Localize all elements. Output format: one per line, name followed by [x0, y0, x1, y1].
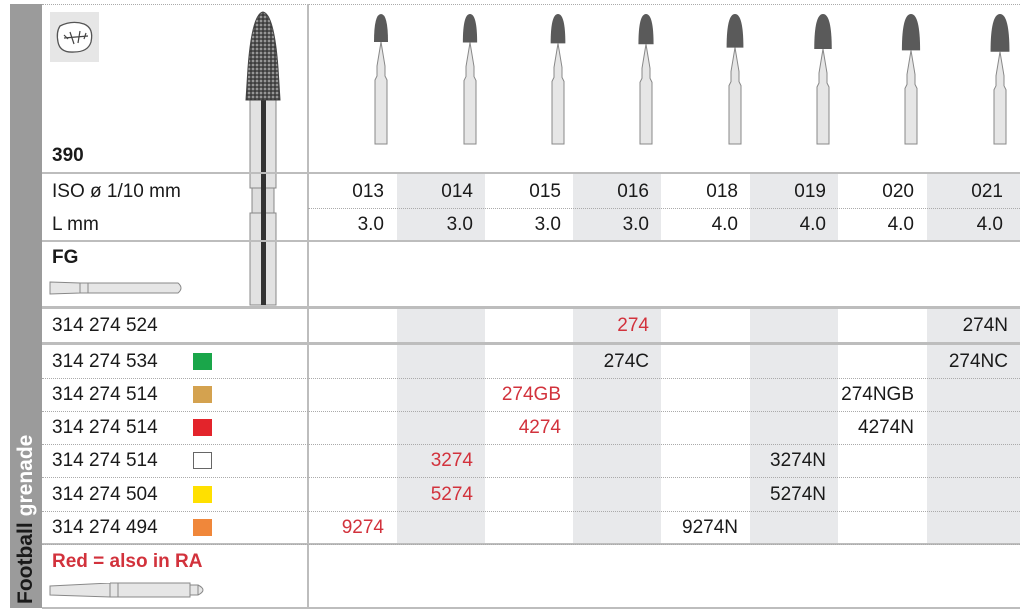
bur-image: [462, 14, 478, 145]
tooth-occlusal-icon: [50, 12, 99, 62]
column-shade: [750, 309, 838, 543]
rule-dotted: [308, 208, 1020, 209]
column-shade: [397, 309, 485, 543]
grit-color-swatch: [193, 486, 212, 503]
bur-large-image: [245, 11, 281, 306]
rule-dotted: [42, 511, 1020, 512]
product-code: 274GB: [501, 384, 561, 405]
rule: [42, 172, 1020, 174]
grit-color-swatch: [193, 353, 212, 370]
product-code: 4274: [518, 417, 561, 438]
product-code: 3274N: [770, 450, 826, 471]
rule-dotted: [42, 378, 1020, 379]
rule-dotted: [42, 544, 1020, 545]
rule-dotted: [42, 411, 1020, 412]
product-code: 4274N: [858, 417, 914, 438]
rule: [42, 306, 1020, 309]
product-code: 9274N: [682, 517, 738, 538]
bur-image: [374, 14, 388, 145]
category-secondary: grenade: [14, 434, 37, 517]
category-label: Football grenade: [10, 408, 42, 608]
bur-image: [550, 14, 566, 145]
bur-image: [814, 14, 832, 145]
length-value: 3.0: [534, 214, 561, 235]
bur-image: [901, 14, 921, 145]
iso-size: 018: [706, 181, 738, 202]
column-shade: [927, 174, 1020, 240]
length-value: 4.0: [887, 214, 914, 235]
top-border: [42, 4, 1020, 5]
model-number: 390: [52, 145, 84, 166]
length-value: 4.0: [711, 214, 738, 235]
column-shade: [397, 174, 485, 240]
column-shade: [573, 309, 661, 543]
iso-size: 021: [971, 181, 1003, 202]
rule: [42, 342, 1020, 345]
red-note: Red = also in RA: [52, 551, 203, 572]
length-value: 4.0: [976, 214, 1003, 235]
length-label: L mm: [52, 214, 99, 235]
category-primary: Football: [14, 522, 37, 604]
fg-shank-icon: [49, 281, 182, 295]
grit-color-swatch: [193, 419, 212, 436]
length-value: 3.0: [446, 214, 473, 235]
grit-color-swatch: [193, 386, 212, 403]
reference-number: 314 274 504: [52, 484, 158, 505]
grit-color-swatch: [193, 452, 212, 469]
rule: [42, 607, 1020, 609]
iso-size: 015: [529, 181, 561, 202]
rule-dotted: [42, 444, 1020, 445]
reference-number: 314 274 524: [52, 315, 158, 336]
product-code: 274NGB: [841, 384, 914, 405]
iso-size: 019: [794, 181, 826, 202]
iso-size: 013: [352, 181, 384, 202]
product-code: 274C: [603, 351, 649, 372]
iso-label: ISO ø 1/10 mm: [52, 181, 181, 202]
product-code: 5274: [430, 484, 473, 505]
iso-size: 016: [617, 181, 649, 202]
reference-number: 314 274 534: [52, 351, 158, 372]
length-value: 3.0: [622, 214, 649, 235]
rule-dotted: [42, 477, 1020, 478]
product-code: 9274: [341, 517, 384, 538]
reference-number: 314 274 514: [52, 384, 158, 405]
product-code: 274: [617, 315, 649, 336]
iso-size: 020: [882, 181, 914, 202]
product-code: 274N: [962, 315, 1008, 336]
bur-image: [638, 14, 654, 145]
column-shade: [750, 174, 838, 240]
grit-color-swatch: [193, 519, 212, 536]
reference-number: 314 274 514: [52, 450, 158, 471]
length-value: 4.0: [799, 214, 826, 235]
length-value: 3.0: [357, 214, 384, 235]
product-code: 5274N: [770, 484, 826, 505]
shank-label: FG: [52, 247, 79, 268]
bur-image: [990, 14, 1010, 145]
column-shade: [573, 174, 661, 240]
product-code: 274NC: [948, 351, 1008, 372]
ra-shank-icon: [49, 582, 204, 598]
side-strip: [10, 4, 42, 608]
bur-image: [726, 14, 744, 145]
iso-size: 014: [441, 181, 473, 202]
product-code: 3274: [430, 450, 473, 471]
rule: [42, 240, 1020, 242]
column-shade: [927, 309, 1020, 543]
reference-number: 314 274 494: [52, 517, 158, 538]
reference-number: 314 274 514: [52, 417, 158, 438]
